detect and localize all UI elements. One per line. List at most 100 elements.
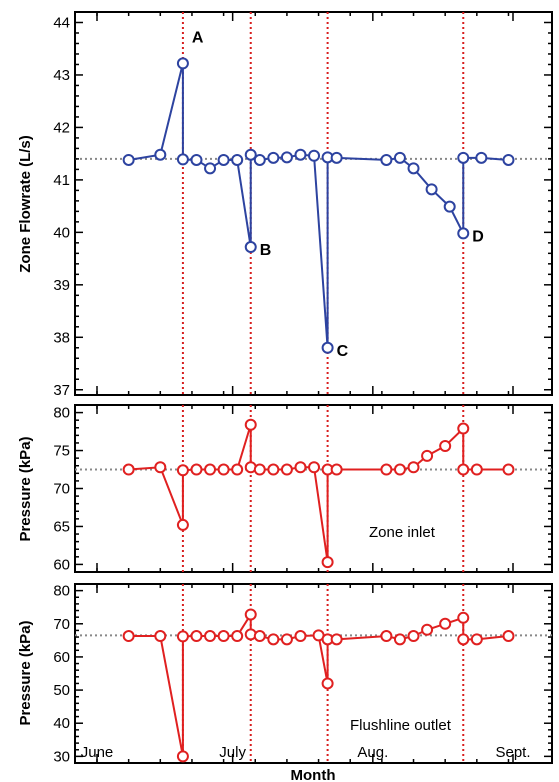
- inlet-data-point: [470, 463, 483, 476]
- flow-ytick-label: 37: [53, 382, 70, 399]
- xtick-label-3: Aug.: [357, 744, 388, 761]
- flow-data-point: [475, 151, 488, 164]
- flow-panel-frame: [74, 11, 553, 396]
- flow-data-point: [321, 341, 334, 354]
- inlet-ytick-label: 65: [53, 518, 70, 535]
- flow-data-point: [176, 57, 189, 70]
- flow-ytick-label: 42: [53, 119, 70, 136]
- flow-data-point: [154, 148, 167, 161]
- outlet-ytick-label: 80: [53, 583, 70, 600]
- inlet-data-point: [204, 463, 217, 476]
- outlet-panel-frame: [74, 583, 553, 764]
- point-label-d: D: [472, 228, 484, 245]
- zone-inlet-annotation: Zone inlet: [369, 524, 436, 541]
- inlet-data-point: [393, 463, 406, 476]
- inlet-data-point: [294, 461, 307, 474]
- flow-data-point: [190, 153, 203, 166]
- outlet-data-point: [122, 630, 135, 643]
- outlet-data-point: [502, 630, 515, 643]
- outlet-ytick-label: 50: [53, 682, 70, 699]
- outlet-data-point: [393, 633, 406, 646]
- outlet-data-point: [294, 630, 307, 643]
- xtick-label-2: July: [219, 744, 246, 761]
- outlet-ytick-label: 30: [53, 748, 70, 765]
- flow-data-point: [457, 151, 470, 164]
- outlet-ylabel: Pressure (kPa): [17, 620, 34, 725]
- flow-data-point: [457, 227, 470, 240]
- outlet-data-point: [330, 633, 343, 646]
- flow-data-point: [330, 151, 343, 164]
- inlet-data-point: [253, 463, 266, 476]
- flow-data-point: [253, 153, 266, 166]
- flow-data-point: [176, 153, 189, 166]
- inlet-ytick-label: 60: [53, 556, 70, 573]
- outlet-data-point: [421, 623, 434, 636]
- xtick-label-1: June: [81, 744, 114, 761]
- xtick-label-4: Sept.: [495, 744, 530, 761]
- outlet-data-point: [407, 630, 420, 643]
- flow-ytick-label: 40: [53, 224, 70, 241]
- outlet-data-point: [380, 630, 393, 643]
- outlet-data-point: [267, 633, 280, 646]
- inlet-ytick-label: 75: [53, 443, 70, 460]
- flow-data-point: [502, 153, 515, 166]
- point-label-c: C: [337, 343, 349, 360]
- flow-data-point: [425, 183, 438, 196]
- flow-data-point: [217, 153, 230, 166]
- inlet-data-point: [308, 461, 321, 474]
- inlet-data-point: [280, 463, 293, 476]
- flow-data-point: [393, 151, 406, 164]
- inlet-data-point: [267, 463, 280, 476]
- flow-data-point: [267, 151, 280, 164]
- inlet-data-point: [217, 463, 230, 476]
- point-label-a: A: [192, 29, 204, 46]
- outlet-data-point: [280, 633, 293, 646]
- outlet-data-point: [253, 630, 266, 643]
- flow-ytick-label: 43: [53, 67, 70, 84]
- outlet-data-point: [231, 630, 244, 643]
- outlet-data-point: [190, 630, 203, 643]
- inlet-data-point: [407, 461, 420, 474]
- flow-data-point: [204, 162, 217, 175]
- inlet-data-point: [330, 463, 343, 476]
- inlet-data-point: [154, 461, 167, 474]
- inlet-data-point: [380, 463, 393, 476]
- flow-ylabel: Zone Flowrate (L/s): [17, 135, 34, 273]
- inlet-data-point: [122, 463, 135, 476]
- outlet-ytick-label: 70: [53, 616, 70, 633]
- outlet-data-point: [321, 677, 334, 690]
- outlet-data-point: [176, 630, 189, 643]
- flow-data-point: [380, 153, 393, 166]
- inlet-data-point: [439, 439, 452, 452]
- outlet-ytick-label: 40: [53, 715, 70, 732]
- flow-data-point: [231, 153, 244, 166]
- inlet-panel-frame: [74, 404, 553, 573]
- inlet-ytick-label: 70: [53, 481, 70, 498]
- outlet-data-point: [204, 630, 217, 643]
- inlet-series-line: [128, 424, 509, 563]
- inlet-data-point: [457, 463, 470, 476]
- flow-ytick-label: 44: [53, 14, 70, 31]
- inlet-data-point: [176, 464, 189, 477]
- flow-ytick-label: 38: [53, 329, 70, 346]
- outlet-data-point: [457, 633, 470, 646]
- outlet-data-point: [470, 633, 483, 646]
- flow-data-point: [443, 200, 456, 213]
- inlet-data-point: [421, 449, 434, 462]
- flow-ytick-label: 39: [53, 277, 70, 294]
- flushline-outlet-annotation: Flushline outlet: [350, 717, 452, 734]
- inlet-ytick-label: 80: [53, 405, 70, 422]
- inlet-data-point: [321, 556, 334, 569]
- outlet-data-point: [244, 608, 257, 621]
- inlet-data-point: [502, 463, 515, 476]
- flow-data-point: [244, 241, 257, 254]
- outlet-data-point: [154, 630, 167, 643]
- inlet-data-point: [231, 463, 244, 476]
- flow-data-point: [407, 162, 420, 175]
- inlet-data-point: [190, 463, 203, 476]
- flow-data-point: [308, 149, 321, 162]
- outlet-data-point: [176, 750, 189, 763]
- outlet-data-point: [439, 617, 452, 630]
- x-axis-title: Month: [291, 767, 336, 782]
